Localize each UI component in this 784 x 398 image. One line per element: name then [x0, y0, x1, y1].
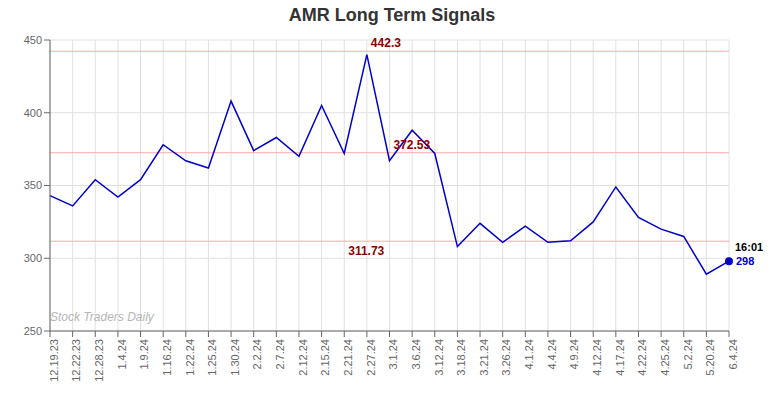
svg-text:1.25.24: 1.25.24: [206, 339, 218, 376]
svg-text:16:01: 16:01: [735, 241, 763, 253]
svg-text:1.16.24: 1.16.24: [161, 339, 173, 376]
html-text:AMR Long Term Signals: AMR Long Term Signals: [288, 5, 496, 25]
svg-text:4.22.24: 4.22.24: [636, 339, 648, 376]
svg-text:2.2.24: 2.2.24: [252, 339, 264, 370]
svg-text:450: 450: [24, 34, 42, 46]
svg-text:442.3: 442.3: [371, 36, 401, 50]
svg-text:5.2.24: 5.2.24: [682, 339, 694, 370]
svg-text:4.12.24: 4.12.24: [591, 339, 603, 376]
svg-text:250: 250: [24, 325, 42, 337]
svg-text:400: 400: [24, 107, 42, 119]
svg-text:4.1.24: 4.1.24: [523, 339, 535, 370]
svg-text:300: 300: [24, 252, 42, 264]
svg-text:6.4.24: 6.4.24: [727, 339, 739, 370]
svg-text:Stock Traders Daily: Stock Traders Daily: [50, 310, 155, 324]
svg-text:311.73: 311.73: [348, 244, 384, 258]
svg-text:12.19.23: 12.19.23: [48, 339, 60, 382]
svg-text:3.26.24: 3.26.24: [500, 339, 512, 376]
svg-text:4.17.24: 4.17.24: [614, 339, 626, 376]
svg-text:12.28.23: 12.28.23: [93, 339, 105, 382]
svg-text:3.1.24: 3.1.24: [387, 339, 399, 370]
svg-text:2.15.24: 2.15.24: [319, 339, 331, 376]
svg-text:2.12.24: 2.12.24: [297, 339, 309, 376]
svg-text:12.22.23: 12.22.23: [70, 339, 82, 382]
svg-text:3.6.24: 3.6.24: [410, 339, 422, 370]
svg-text:5.20.24: 5.20.24: [704, 339, 716, 376]
svg-text:298: 298: [736, 255, 754, 267]
svg-text:350: 350: [24, 179, 42, 191]
svg-text:2.27.24: 2.27.24: [365, 339, 377, 376]
svg-text:372.53: 372.53: [394, 138, 431, 152]
svg-text:1.9.24: 1.9.24: [138, 339, 150, 370]
svg-text:1.4.24: 1.4.24: [116, 339, 128, 370]
svg-text:2.7.24: 2.7.24: [274, 339, 286, 370]
svg-text:3.18.24: 3.18.24: [455, 339, 467, 376]
svg-text:1.30.24: 1.30.24: [229, 339, 241, 376]
svg-text:2.21.24: 2.21.24: [342, 339, 354, 376]
svg-text:4.9.24: 4.9.24: [568, 339, 580, 370]
svg-text:3.21.24: 3.21.24: [478, 339, 490, 376]
svg-text:4.4.24: 4.4.24: [546, 339, 558, 370]
svg-text:1.22.24: 1.22.24: [184, 339, 196, 376]
svg-text:4.25.24: 4.25.24: [659, 339, 671, 376]
svg-text:3.12.24: 3.12.24: [433, 339, 445, 376]
